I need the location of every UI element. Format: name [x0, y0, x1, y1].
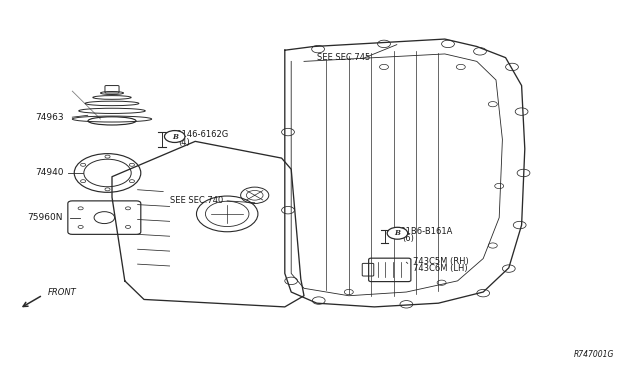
Text: B: B — [172, 132, 178, 141]
Text: R747001G: R747001G — [574, 350, 614, 359]
Text: (6): (6) — [402, 234, 414, 243]
Text: 081B6-B161A: 081B6-B161A — [396, 227, 453, 236]
Text: 743C5M (RH): 743C5M (RH) — [413, 257, 468, 266]
Text: B: B — [394, 229, 401, 237]
Text: 74963: 74963 — [35, 113, 64, 122]
Circle shape — [387, 227, 408, 239]
Text: SEE SEC.740: SEE SEC.740 — [170, 196, 223, 205]
Text: 743C6M (LH): 743C6M (LH) — [413, 264, 467, 273]
Text: FRONT: FRONT — [47, 288, 76, 296]
Circle shape — [164, 131, 185, 142]
Text: SEE SEC.745: SEE SEC.745 — [317, 53, 370, 62]
Text: 75960N: 75960N — [27, 213, 62, 222]
Text: 08146-6162G: 08146-6162G — [172, 130, 228, 139]
Text: 74940: 74940 — [35, 169, 64, 177]
Text: (4): (4) — [178, 138, 189, 147]
